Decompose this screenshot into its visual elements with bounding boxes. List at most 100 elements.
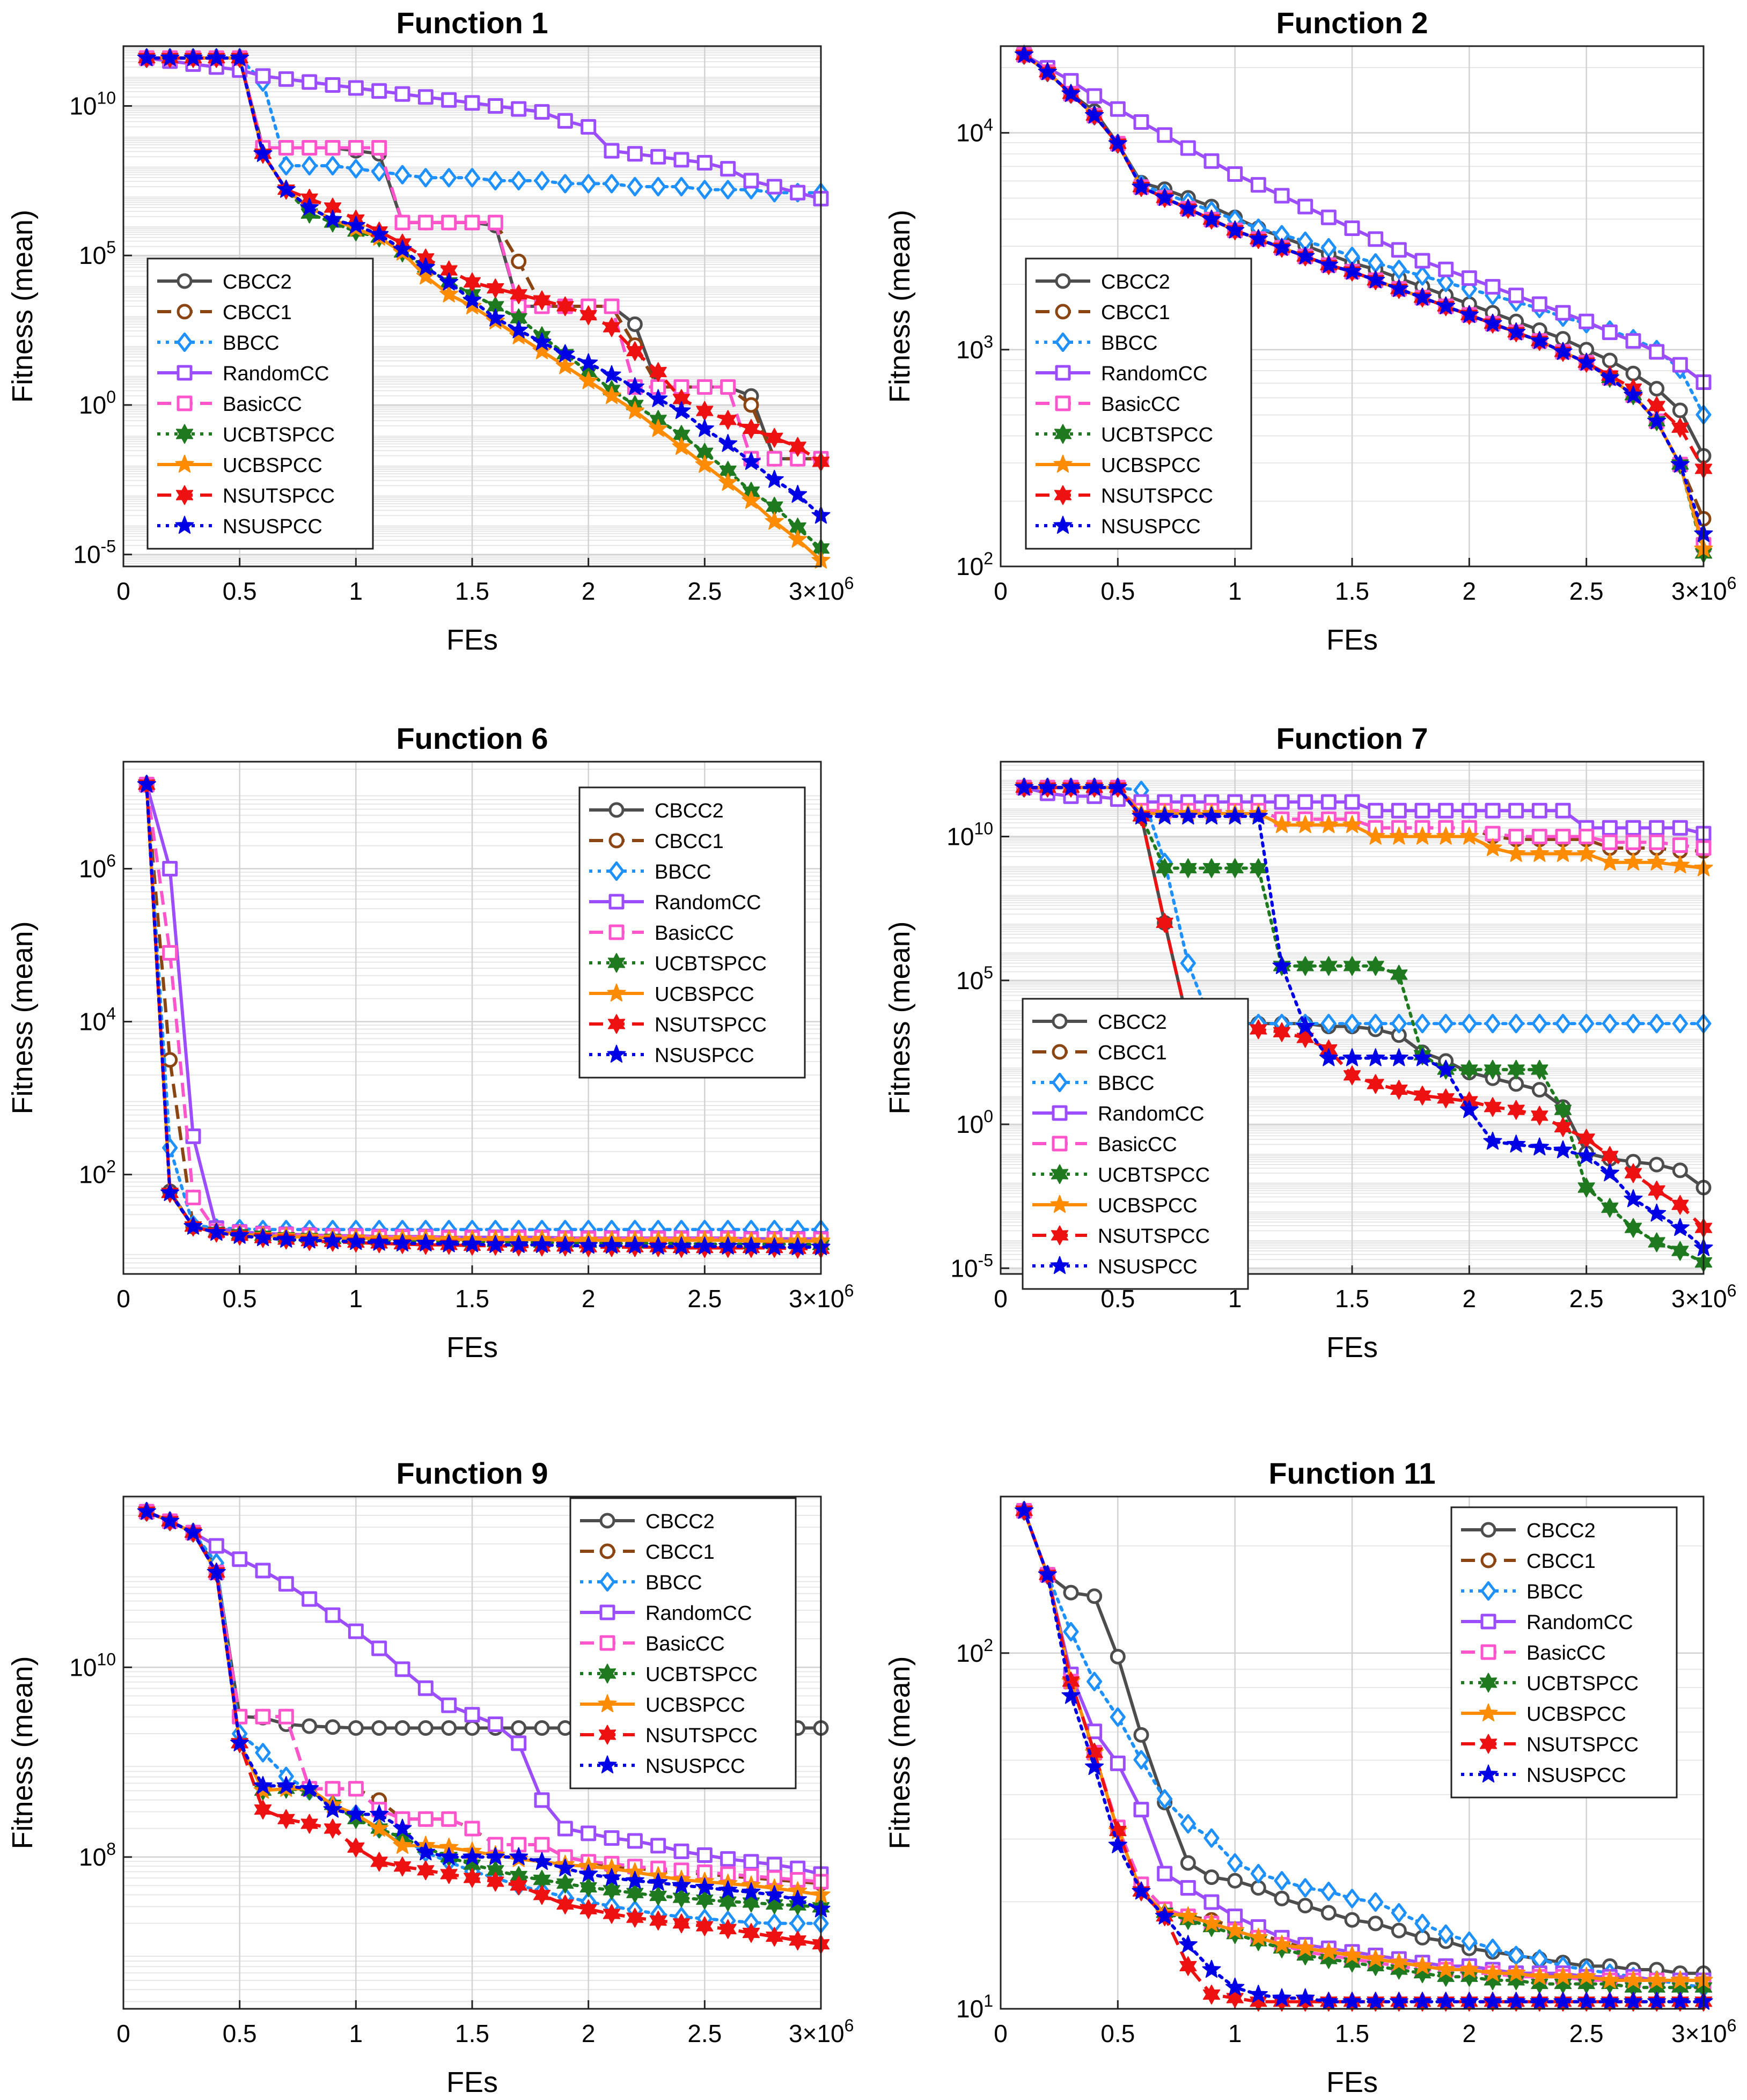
series-nsuspcc <box>137 1501 831 1918</box>
data-point <box>417 1720 434 1736</box>
legend-label: BBCC <box>645 1572 702 1594</box>
x-tick-label: 0 <box>994 577 1008 605</box>
data-point <box>1320 1014 1337 1034</box>
data-point <box>579 353 598 371</box>
data-point <box>1133 1727 1149 1743</box>
data-point <box>1203 1894 1220 1910</box>
data-point <box>1063 1585 1079 1601</box>
legend-marker <box>599 1572 615 1592</box>
data-point <box>160 1183 180 1201</box>
data-point <box>1414 266 1430 286</box>
data-point <box>766 428 783 448</box>
data-point <box>1249 1928 1268 1946</box>
data-point <box>1602 834 1618 850</box>
legend-marker <box>1479 1703 1498 1722</box>
y-axis-label: Fitness (mean) <box>884 210 916 403</box>
data-point <box>672 437 691 455</box>
data-point <box>1530 1992 1549 2010</box>
data-point <box>696 180 713 200</box>
data-point <box>602 365 621 384</box>
legend-label: RandomCC <box>1101 363 1208 385</box>
data-point <box>1485 826 1501 842</box>
data-point <box>441 1697 457 1713</box>
data-point <box>604 1830 620 1846</box>
data-point <box>1155 806 1175 824</box>
data-point <box>1670 1970 1690 1988</box>
data-point <box>1320 1882 1337 1902</box>
data-point <box>1132 177 1151 195</box>
data-point <box>720 379 736 395</box>
legend-label: RandomCC <box>1526 1611 1633 1634</box>
y-tick-label: 105 <box>956 963 993 994</box>
data-point <box>1297 794 1313 810</box>
data-point <box>487 1837 503 1853</box>
y-axis-label: Fitness (mean) <box>884 921 916 1114</box>
data-point <box>649 1873 668 1891</box>
series-nsutspcc <box>138 1501 830 1955</box>
data-point <box>1297 1898 1313 1914</box>
y-tick-label: 1010 <box>69 88 116 120</box>
data-point <box>1272 238 1291 256</box>
x-tick-label: 2.5 <box>1569 1285 1604 1313</box>
data-point <box>1485 1014 1501 1034</box>
data-point <box>672 401 691 419</box>
y-axis-label: Fitness (mean) <box>884 1656 916 1849</box>
data-point <box>695 1877 714 1896</box>
data-point <box>1180 953 1196 973</box>
data-point <box>625 377 644 395</box>
y-tick-label: 102 <box>79 1157 116 1189</box>
data-point <box>1249 229 1268 247</box>
data-point <box>649 362 667 382</box>
data-point <box>1577 352 1596 371</box>
data-point <box>789 1895 806 1915</box>
data-point <box>487 171 503 190</box>
x-multiplier-label: 3×106 <box>789 1281 854 1313</box>
legend-label: UCBSPCC <box>655 983 754 1006</box>
data-point <box>627 176 643 197</box>
data-point <box>185 1189 201 1205</box>
legend-marker <box>1055 395 1071 411</box>
legend-marker <box>599 1635 615 1651</box>
data-point <box>626 1907 644 1928</box>
chart-panel-5: 1010 108 0 0.5 1 1.5 2 2.5 3×106 Function 9 FEs Fit… <box>6 1456 854 2098</box>
y-tick-label: 106 <box>79 851 116 883</box>
data-point <box>302 1718 318 1734</box>
data-point <box>1108 777 1127 796</box>
data-point <box>1296 1988 1315 2007</box>
data-point <box>1202 1985 1221 2005</box>
data-point <box>1156 913 1173 933</box>
data-point <box>300 1814 318 1834</box>
legend-label: BBCC <box>1098 1072 1155 1095</box>
data-point <box>581 1825 597 1841</box>
chart-title: Function 9 <box>396 1456 548 1490</box>
data-point <box>766 1870 782 1886</box>
data-point <box>1461 1931 1477 1951</box>
data-point <box>1672 1014 1688 1034</box>
data-point <box>1624 1163 1642 1183</box>
data-point <box>1225 220 1245 239</box>
data-point <box>1227 1853 1243 1873</box>
y-tick-label: 102 <box>956 1635 993 1667</box>
data-point <box>788 1890 808 1908</box>
data-point <box>1225 1920 1245 1939</box>
data-point <box>1133 1802 1149 1818</box>
data-point <box>1579 313 1595 329</box>
legend-marker <box>1055 304 1071 320</box>
data-point <box>302 140 318 156</box>
legend-label: BBCC <box>655 861 711 883</box>
data-point <box>1179 1956 1197 1976</box>
x-tick-label: 1.5 <box>1335 577 1369 605</box>
data-point <box>1625 365 1641 381</box>
legend-marker <box>608 924 625 940</box>
data-point <box>1648 1181 1665 1200</box>
data-point <box>1555 305 1571 321</box>
y-tick-label: 103 <box>956 332 993 364</box>
data-point <box>649 389 668 407</box>
data-point <box>1461 270 1477 286</box>
data-point <box>1484 1059 1502 1080</box>
data-point <box>1226 1988 1244 2008</box>
data-point <box>393 239 412 258</box>
data-point <box>1459 305 1479 323</box>
data-point <box>1344 220 1360 236</box>
legend-label: CBCC1 <box>645 1541 715 1564</box>
